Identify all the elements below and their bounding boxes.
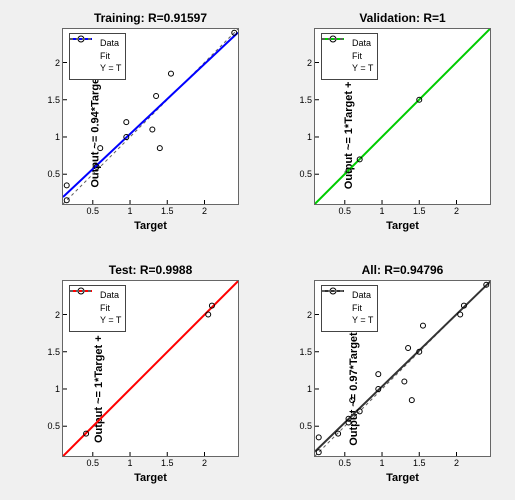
data-point <box>409 398 414 403</box>
data-point <box>98 146 103 151</box>
y-tick-label: 1 <box>55 132 63 142</box>
legend-swatch-icon <box>74 64 96 74</box>
data-point <box>336 431 341 436</box>
data-point <box>206 312 211 317</box>
legend-row: Fit <box>74 303 121 315</box>
data-point <box>154 94 159 99</box>
panel-title: Validation: R=1 <box>315 11 490 25</box>
legend: DataFitY = T <box>321 285 378 332</box>
y-tick-label: 1.5 <box>47 347 63 357</box>
x-tick-label: 1.5 <box>413 458 426 468</box>
x-tick-label: 1.5 <box>161 206 174 216</box>
test-panel: Test: R=0.9988TargetOutput ~= 1*Target +… <box>62 280 239 457</box>
legend-label: Fit <box>352 303 362 315</box>
y-tick-label: 2 <box>55 58 63 68</box>
y-tick-label: 2 <box>307 310 315 320</box>
data-point <box>402 379 407 384</box>
x-tick-label: 0.5 <box>339 458 352 468</box>
y-tick-label: 0.5 <box>299 421 315 431</box>
legend-label: Data <box>100 290 119 302</box>
data-point <box>64 198 69 203</box>
legend-swatch-icon <box>326 316 348 326</box>
panel-title: Test: R=0.9988 <box>63 263 238 277</box>
y-tick-label: 2 <box>307 58 315 68</box>
data-point <box>64 183 69 188</box>
data-point <box>406 346 411 351</box>
legend: DataFitY = T <box>69 285 126 332</box>
legend-row: Fit <box>326 303 373 315</box>
legend-row: Y = T <box>74 63 121 75</box>
x-tick-label: 0.5 <box>87 458 100 468</box>
x-tick-label: 1 <box>380 206 385 216</box>
training-panel: Training: R=0.91597TargetOutput ~= 0.94*… <box>62 28 239 205</box>
data-point <box>124 120 129 125</box>
legend-row: Fit <box>326 51 373 63</box>
legend-row: Y = T <box>74 315 121 327</box>
x-tick-label: 1 <box>128 458 133 468</box>
data-point <box>420 323 425 328</box>
all-panel: All: R=0.94796TargetOutput ~= 0.97*Targe… <box>314 280 491 457</box>
data-point <box>316 435 321 440</box>
legend: DataFitY = T <box>69 33 126 80</box>
x-axis-label: Target <box>63 472 238 484</box>
x-tick-label: 2 <box>202 206 207 216</box>
legend-swatch-icon <box>74 316 96 326</box>
x-tick-label: 1 <box>380 458 385 468</box>
legend-swatch-icon <box>326 52 348 62</box>
legend-label: Data <box>100 38 119 50</box>
y-tick-label: 1 <box>307 132 315 142</box>
x-tick-label: 1.5 <box>413 206 426 216</box>
legend-label: Y = T <box>100 63 121 75</box>
x-axis-label: Target <box>63 220 238 232</box>
legend-label: Fit <box>100 51 110 63</box>
x-tick-label: 2 <box>202 458 207 468</box>
x-tick-label: 0.5 <box>87 206 100 216</box>
legend-row: Y = T <box>326 315 373 327</box>
legend-swatch-icon <box>74 52 96 62</box>
x-tick-label: 0.5 <box>339 206 352 216</box>
x-tick-label: 2 <box>454 206 459 216</box>
data-point <box>150 127 155 132</box>
legend-label: Fit <box>352 51 362 63</box>
data-point <box>376 372 381 377</box>
y-tick-label: 1 <box>55 384 63 394</box>
legend-row: Fit <box>74 51 121 63</box>
y-tick-label: 1 <box>307 384 315 394</box>
validation-panel: Validation: R=1TargetOutput ~= 1*Target … <box>314 28 491 205</box>
data-point <box>168 71 173 76</box>
x-axis-label: Target <box>315 472 490 484</box>
data-point <box>316 450 321 455</box>
legend-row: Y = T <box>326 63 373 75</box>
y-tick-label: 1.5 <box>47 95 63 105</box>
legend-swatch-icon <box>74 304 96 314</box>
y-tick-label: 1.5 <box>299 95 315 105</box>
y-tick-label: 1.5 <box>299 347 315 357</box>
legend-label: Y = T <box>100 315 121 327</box>
y-tick-label: 0.5 <box>47 169 63 179</box>
x-tick-label: 1 <box>128 206 133 216</box>
legend-label: Y = T <box>352 63 373 75</box>
data-point <box>157 146 162 151</box>
legend-label: Data <box>352 38 371 50</box>
panel-title: Training: R=0.91597 <box>63 11 238 25</box>
x-tick-label: 2 <box>454 458 459 468</box>
panel-title: All: R=0.94796 <box>315 263 490 277</box>
regression-figure: Training: R=0.91597TargetOutput ~= 0.94*… <box>0 0 515 500</box>
legend-label: Data <box>352 290 371 302</box>
y-tick-label: 0.5 <box>47 421 63 431</box>
y-tick-label: 2 <box>55 310 63 320</box>
y-tick-label: 0.5 <box>299 169 315 179</box>
legend-label: Fit <box>100 303 110 315</box>
legend: DataFitY = T <box>321 33 378 80</box>
legend-swatch-icon <box>326 64 348 74</box>
x-axis-label: Target <box>315 220 490 232</box>
x-tick-label: 1.5 <box>161 458 174 468</box>
legend-swatch-icon <box>326 304 348 314</box>
legend-label: Y = T <box>352 315 373 327</box>
data-point <box>458 312 463 317</box>
data-point <box>350 398 355 403</box>
